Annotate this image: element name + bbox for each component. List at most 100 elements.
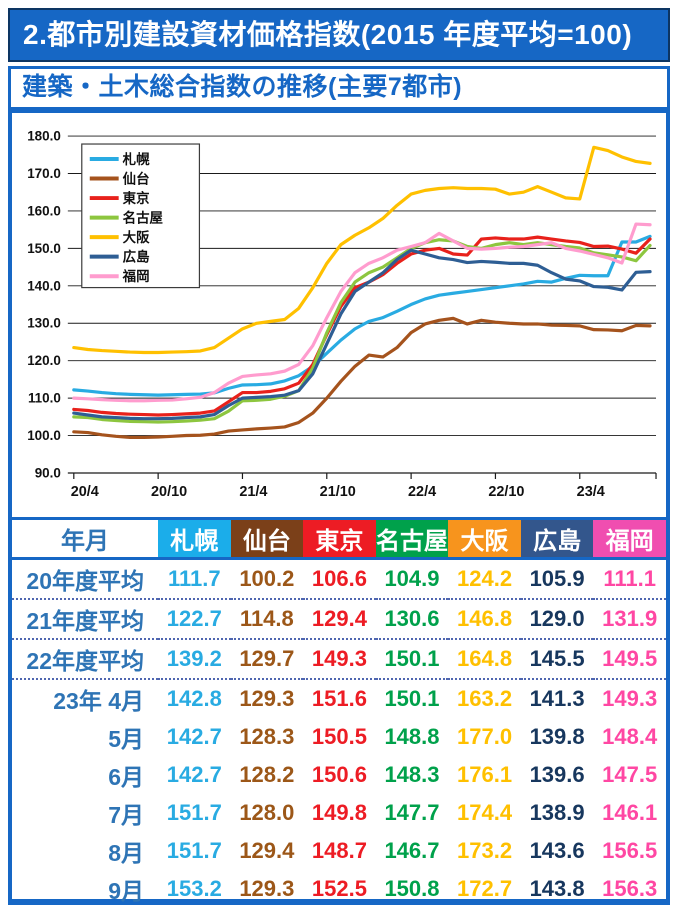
value-cell-sapporo: 122.7 — [158, 599, 231, 640]
table-row: 22年度平均 139.2 129.7 149.3 150.1 164.8 145.5 149.… — [12, 639, 666, 680]
value-cell-osaka: 124.2 — [448, 558, 521, 600]
series-line-osaka — [72, 145, 652, 355]
legend-label-sendai: 仙台 — [123, 171, 150, 187]
x-axis-tick-label: 20/10 — [151, 484, 187, 500]
table-row: 20年度平均 111.7 100.2 106.6 104.9 124.2 105.9 111.… — [12, 558, 666, 600]
value-cell-tokyo: 149.3 — [303, 639, 376, 680]
column-header-fukuoka: 福岡 — [593, 518, 666, 560]
value-cell-sendai: 128.0 — [239, 800, 295, 825]
value-cell-osaka: 174.4 — [457, 800, 513, 825]
series-line-fukuoka — [72, 222, 652, 403]
value-cell-sapporo: 111.7 — [158, 558, 231, 600]
value-cell-sendai: 129.7 — [230, 639, 304, 680]
value-cell-osaka: 163.2 — [457, 686, 513, 711]
x-axis-tick-label: 22/10 — [488, 484, 524, 500]
row-label: 22年度平均 — [12, 639, 158, 680]
row-label: 23年 4月 — [53, 688, 144, 714]
value-cell-hiroshima: 145.5 — [520, 639, 594, 680]
value-cell-nagoya: 147.7 — [384, 800, 440, 825]
value-cell-fukuoka: 111.1 — [593, 558, 666, 600]
row-label: 5月 — [108, 726, 144, 752]
y-axis-tick-label: 120.0 — [27, 353, 61, 368]
value-cell-sendai: 128.3 — [239, 724, 295, 749]
legend-label-hiroshima: 広島 — [123, 249, 150, 265]
price-index-table: 年月 札幌 仙台 東京 名古屋 大阪 広島 福岡 20年度平均 111.7 100.2 106.6… — [12, 517, 666, 908]
x-axis-tick-label: 22/4 — [408, 484, 436, 500]
series-line-sapporo — [72, 234, 652, 397]
value-cell-fukuoka: 148.4 — [602, 724, 658, 749]
column-header-hiroshima: 広島 — [520, 518, 594, 560]
value-cell-sapporo: 142.7 — [166, 762, 222, 787]
value-cell-sendai: 100.2 — [230, 558, 304, 600]
value-cell-osaka: 176.1 — [457, 762, 513, 787]
row-label: 8月 — [108, 840, 144, 866]
year-month-header: 年月 — [12, 518, 158, 560]
table-row: 5月 142.7 128.3 150.5 148.8 177.0 139.8 148.4 — [12, 718, 666, 756]
value-cell-hiroshima: 139.6 — [529, 762, 585, 787]
value-cell-tokyo: 148.7 — [311, 838, 367, 863]
y-axis-tick-label: 140.0 — [27, 278, 61, 293]
value-cell-fukuoka: 156.3 — [602, 876, 658, 901]
row-label: 7月 — [108, 802, 144, 828]
value-cell-hiroshima: 141.3 — [529, 686, 585, 711]
chart-section: 90.0 100.0 110.0 120.0 130.0 140.0 150.0 160.0 1… — [12, 113, 666, 517]
value-cell-sendai: 114.8 — [230, 599, 304, 640]
value-cell-tokyo: 149.8 — [311, 800, 367, 825]
value-cell-hiroshima: 105.9 — [520, 558, 594, 600]
value-cell-sendai: 128.2 — [239, 762, 295, 787]
y-axis-tick-label: 100.0 — [27, 428, 61, 443]
value-cell-hiroshima: 143.8 — [529, 876, 585, 901]
column-header-sendai: 仙台 — [230, 518, 304, 560]
value-cell-fukuoka: 147.5 — [602, 762, 658, 787]
legend-label-sapporo: 札幌 — [122, 151, 150, 167]
value-cell-fukuoka: 149.3 — [602, 686, 658, 711]
row-label: 9月 — [108, 878, 144, 904]
value-cell-sapporo: 151.7 — [166, 838, 222, 863]
value-cell-nagoya: 150.1 — [375, 639, 449, 680]
y-axis-tick-label: 130.0 — [27, 316, 61, 331]
legend-label-fukuoka: 福岡 — [122, 268, 150, 284]
y-axis-tick-label: 110.0 — [28, 391, 61, 406]
legend-label-osaka: 大阪 — [123, 229, 150, 245]
column-header-sapporo: 札幌 — [158, 518, 231, 560]
value-cell-fukuoka: 149.5 — [593, 639, 666, 680]
table-row: 21年度平均 122.7 114.8 129.4 130.6 146.8 129.0 131.… — [12, 599, 666, 640]
value-cell-osaka: 164.8 — [448, 639, 521, 680]
value-cell-osaka: 177.0 — [457, 724, 513, 749]
x-axis-tick-label: 21/4 — [239, 484, 267, 500]
value-cell-osaka: 146.8 — [448, 599, 521, 640]
legend-label-nagoya: 名古屋 — [123, 210, 163, 226]
value-cell-sapporo: 139.2 — [158, 639, 231, 680]
report-body: 90.0 100.0 110.0 120.0 130.0 140.0 150.0 160.0 1… — [8, 110, 670, 905]
y-axis-tick-label: 180.0 — [27, 129, 61, 144]
column-header-tokyo: 東京 — [303, 518, 376, 560]
x-axis-tick-label: 21/10 — [320, 484, 356, 500]
value-cell-nagoya: 148.8 — [384, 724, 440, 749]
value-cell-osaka: 173.2 — [457, 838, 513, 863]
table-row: 9月 153.2 129.3 152.5 150.8 172.7 143.8 156.3 — [12, 870, 666, 908]
column-header-nagoya: 名古屋 — [375, 518, 449, 560]
series-line-hiroshima — [72, 248, 652, 421]
value-cell-tokyo: 129.4 — [303, 599, 376, 640]
value-cell-nagoya: 150.8 — [384, 876, 440, 901]
value-cell-hiroshima: 139.8 — [529, 724, 585, 749]
value-cell-tokyo: 152.5 — [311, 876, 367, 901]
y-axis-tick-label: 90.0 — [35, 465, 61, 480]
y-axis-tick-label: 150.0 — [27, 241, 61, 256]
value-cell-fukuoka: 131.9 — [593, 599, 666, 640]
value-cell-sapporo: 153.2 — [166, 876, 222, 901]
value-cell-tokyo: 151.6 — [311, 686, 367, 711]
value-cell-osaka: 172.7 — [457, 876, 513, 901]
row-label: 6月 — [108, 764, 144, 790]
value-cell-nagoya: 146.7 — [384, 838, 440, 863]
page-subtitle: 建築・土木総合指数の推移(主要7都市) — [8, 66, 670, 110]
table-row: 23年 4月 142.8 129.3 151.6 150.1 163.2 141.3 149.… — [12, 679, 666, 718]
value-cell-tokyo: 150.6 — [311, 762, 367, 787]
value-cell-sendai: 129.3 — [239, 686, 295, 711]
price-index-line-chart: 90.0 100.0 110.0 120.0 130.0 140.0 150.0 160.0 1… — [27, 129, 657, 500]
row-label: 21年度平均 — [12, 599, 158, 640]
column-header-osaka: 大阪 — [448, 518, 521, 560]
value-cell-sapporo: 151.7 — [166, 800, 222, 825]
table-header-row: 年月 札幌 仙台 東京 名古屋 大阪 広島 福岡 — [12, 518, 666, 560]
